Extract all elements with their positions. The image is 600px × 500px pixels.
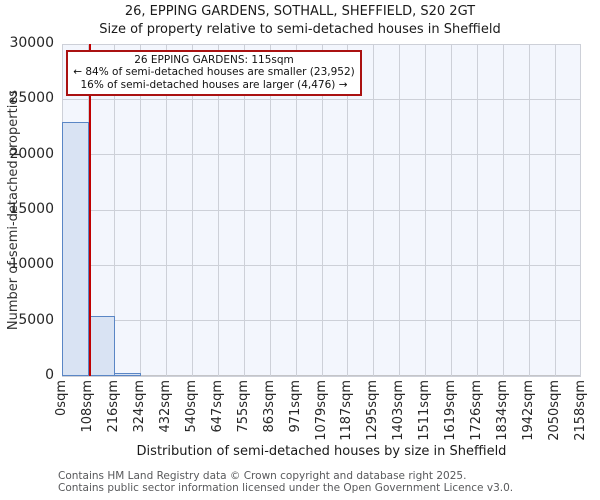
grid-line-vertical [113, 44, 115, 376]
x-tick-label: 540sqm [183, 380, 199, 433]
y-tick-label: 10000 [9, 256, 54, 273]
grid-line-vertical [217, 44, 219, 376]
x-tick-label: 1511sqm [417, 380, 433, 441]
annotation-property-line: 26 EPPING GARDENS: 115sqm [134, 54, 294, 66]
annotation-smaller-line: ← 84% of semi-detached houses are smalle… [73, 66, 355, 79]
grid-line-vertical [243, 44, 245, 376]
grid-line-vertical [555, 44, 557, 376]
chart-title-line2: Size of property relative to semi-detach… [99, 22, 501, 37]
grid-line-vertical [529, 44, 531, 376]
y-tick-label: 0 [45, 367, 54, 383]
x-tick-label: 1834sqm [495, 380, 511, 441]
chart-title-line1: 26, EPPING GARDENS, SOTHALL, SHEFFIELD, … [124, 4, 476, 19]
grid-line-vertical [580, 44, 581, 376]
plot-area: 26 EPPING GARDENS: 115sqm ← 84% of semi-… [62, 43, 581, 377]
grid-line-vertical [321, 44, 323, 376]
grid-line-vertical [347, 44, 349, 376]
x-tick-label: 647sqm [209, 380, 225, 433]
grid-line-vertical [139, 44, 141, 376]
grid-line-vertical [425, 44, 427, 376]
histogram-bar [87, 316, 115, 376]
x-tick-label: 755sqm [235, 380, 251, 433]
property-size-marker-line [88, 44, 91, 376]
x-tick-label: 1403sqm [391, 380, 407, 441]
grid-line-vertical [165, 44, 167, 376]
grid-line-horizontal [62, 375, 581, 377]
grid-line-vertical [477, 44, 479, 376]
x-tick-label: 1942sqm [521, 380, 537, 441]
x-tick-label: 216sqm [105, 380, 121, 433]
grid-line-vertical [399, 44, 401, 376]
x-tick-label: 0sqm [54, 380, 69, 416]
x-tick-label: 108sqm [79, 380, 95, 433]
annotation-box: 26 EPPING GARDENS: 115sqm ← 84% of semi-… [66, 50, 362, 96]
y-tick-label: 5000 [18, 311, 54, 328]
x-axis-label: Distribution of semi-detached houses by … [136, 444, 507, 459]
x-tick-label: 324sqm [131, 380, 147, 433]
grid-line-vertical [451, 44, 453, 376]
x-tick-label: 1187sqm [339, 380, 355, 441]
y-tick-label: 30000 [9, 35, 54, 51]
x-tick-label: 2158sqm [573, 380, 588, 441]
x-tick-label: 2050sqm [547, 380, 563, 441]
x-tick-label: 1295sqm [365, 380, 381, 441]
grid-line-vertical [503, 44, 505, 376]
x-tick-label: 971sqm [287, 380, 303, 433]
histogram-bar [62, 122, 89, 376]
histogram-bar [113, 372, 141, 376]
x-tick-label: 1079sqm [313, 380, 329, 441]
grid-line-vertical [295, 44, 297, 376]
footer-attribution-line2: Contains public sector information licen… [58, 482, 514, 494]
annotation-larger-line: 16% of semi-detached houses are larger (… [80, 78, 348, 91]
footer-attribution-line1: Contains HM Land Registry data © Crown c… [58, 470, 467, 482]
y-tick-label: 20000 [9, 145, 54, 162]
grid-line-vertical [373, 44, 375, 376]
y-tick-label: 15000 [9, 201, 54, 217]
grid-line-vertical [191, 44, 193, 376]
y-tick-label: 25000 [9, 90, 54, 107]
x-tick-label: 1619sqm [443, 380, 459, 441]
x-tick-label: 863sqm [261, 380, 277, 433]
x-tick-label: 1726sqm [469, 380, 485, 441]
grid-line-vertical [269, 44, 271, 376]
x-tick-label: 432sqm [157, 380, 173, 433]
